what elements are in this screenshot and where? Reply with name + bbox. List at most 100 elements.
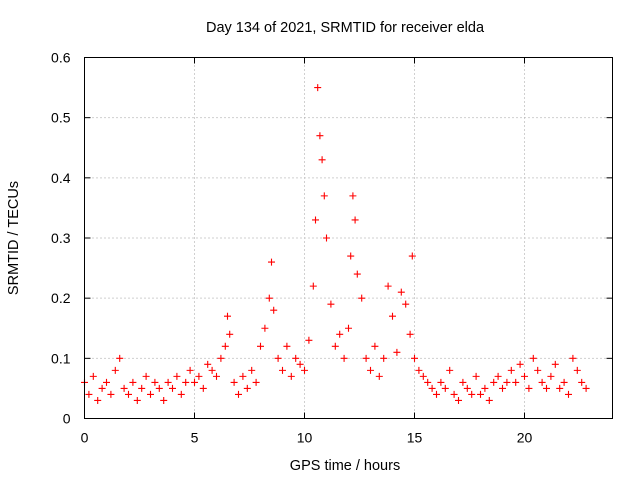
data-point (556, 384, 564, 392)
data-point (406, 330, 414, 338)
data-point (261, 324, 269, 332)
data-point (415, 366, 423, 374)
data-point (569, 354, 577, 362)
data-point (226, 330, 234, 338)
data-point (428, 384, 436, 392)
data-point (107, 390, 115, 398)
data-point (371, 342, 379, 350)
data-point (182, 378, 190, 386)
data-point (336, 330, 344, 338)
y-tick-label: 0.5 (51, 110, 71, 126)
y-tick-label: 0.2 (51, 290, 71, 306)
data-point (296, 360, 304, 368)
data-point (305, 336, 313, 344)
data-point (235, 390, 242, 398)
data-point (380, 354, 388, 362)
data-point (560, 378, 568, 386)
data-point (437, 378, 445, 386)
data-point (239, 372, 247, 380)
data-point (169, 384, 176, 392)
data-point (538, 378, 546, 386)
data-point (459, 378, 467, 386)
data-point (349, 192, 357, 200)
data-point (565, 390, 572, 398)
data-point (320, 192, 328, 200)
data-point (477, 390, 484, 398)
data-point (573, 366, 581, 374)
data-point (481, 384, 489, 392)
data-point (195, 372, 203, 380)
x-tick-label: 0 (81, 430, 89, 446)
data-point (433, 390, 440, 398)
data-point (393, 348, 401, 356)
data-point (208, 366, 216, 374)
data-point (582, 384, 590, 392)
data-point (345, 324, 352, 332)
data-point (468, 390, 476, 398)
data-point (270, 306, 278, 314)
data-point (472, 372, 480, 380)
data-point (125, 390, 132, 398)
data-point (450, 390, 458, 398)
data-point (494, 372, 502, 380)
data-point (133, 396, 141, 404)
data-point (268, 258, 275, 266)
data-point (274, 354, 282, 362)
x-tick-label: 5 (191, 430, 199, 446)
data-point (138, 384, 146, 392)
data-point (94, 396, 102, 404)
data-point (521, 372, 528, 380)
data-point (177, 390, 185, 398)
data-point (98, 384, 106, 392)
data-point (217, 354, 225, 362)
data-point (318, 156, 326, 164)
data-point (312, 216, 319, 224)
data-point (441, 384, 449, 392)
data-point (340, 354, 348, 362)
chart-title: Day 134 of 2021, SRMTID for receiver eld… (206, 20, 485, 36)
data-point (314, 84, 322, 92)
data-point (551, 360, 559, 368)
data-point (173, 372, 181, 380)
data-point (279, 366, 286, 374)
data-point (243, 384, 251, 392)
data-point (503, 378, 511, 386)
data-point (85, 390, 93, 398)
data-point (397, 288, 405, 296)
data-point (516, 360, 524, 368)
data-point (499, 384, 506, 392)
x-tick-label: 20 (517, 430, 533, 446)
data-point (455, 396, 462, 404)
data-point (375, 372, 383, 380)
data-point (116, 354, 124, 362)
data-point (327, 300, 335, 308)
data-point (485, 396, 493, 404)
data-point (248, 366, 256, 374)
y-axis-label: SRMTID / TECUs (6, 181, 22, 295)
data-point (323, 234, 330, 242)
y-tick-label: 0.1 (51, 350, 71, 366)
data-point (347, 252, 355, 260)
data-point (283, 342, 291, 350)
data-points (81, 84, 590, 404)
data-point (578, 378, 586, 386)
data-point (402, 300, 410, 308)
data-point (103, 378, 110, 386)
grid (84, 57, 613, 419)
data-point (292, 354, 300, 362)
data-point (257, 342, 264, 350)
axis-ticks: 0 5 10 15 20 0 0.1 0.2 0.3 0.4 0.5 0.6 (51, 50, 613, 446)
data-point (151, 378, 159, 386)
data-point (147, 390, 154, 398)
data-point (362, 354, 370, 362)
data-point (160, 396, 168, 404)
data-point (389, 312, 396, 320)
plot-frame (84, 57, 613, 419)
data-point (358, 294, 366, 302)
data-point (316, 132, 324, 140)
data-point (221, 342, 229, 350)
data-point (331, 342, 339, 350)
x-axis-label: GPS time / hours (290, 458, 400, 474)
data-point (230, 378, 238, 386)
